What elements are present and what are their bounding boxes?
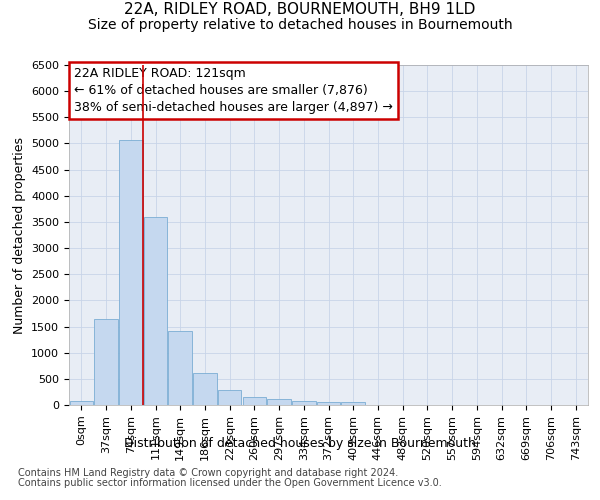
- Text: Distribution of detached houses by size in Bournemouth: Distribution of detached houses by size …: [124, 438, 476, 450]
- Bar: [268, 399, 291, 405]
- Text: Size of property relative to detached houses in Bournemouth: Size of property relative to detached ho…: [88, 18, 512, 32]
- Bar: [119, 140, 143, 405]
- Bar: [341, 402, 365, 405]
- Bar: [193, 372, 217, 405]
- Bar: [317, 402, 340, 405]
- Bar: [242, 398, 266, 405]
- Bar: [292, 401, 316, 405]
- Bar: [144, 216, 167, 405]
- Y-axis label: Number of detached properties: Number of detached properties: [13, 136, 26, 334]
- Bar: [169, 330, 192, 405]
- Bar: [218, 390, 241, 405]
- Text: Contains public sector information licensed under the Open Government Licence v3: Contains public sector information licen…: [18, 478, 442, 488]
- Text: Contains HM Land Registry data © Crown copyright and database right 2024.: Contains HM Land Registry data © Crown c…: [18, 468, 398, 477]
- Text: 22A, RIDLEY ROAD, BOURNEMOUTH, BH9 1LD: 22A, RIDLEY ROAD, BOURNEMOUTH, BH9 1LD: [124, 2, 476, 18]
- Bar: [70, 401, 93, 405]
- Bar: [94, 318, 118, 405]
- Text: 22A RIDLEY ROAD: 121sqm
← 61% of detached houses are smaller (7,876)
38% of semi: 22A RIDLEY ROAD: 121sqm ← 61% of detache…: [74, 66, 393, 114]
